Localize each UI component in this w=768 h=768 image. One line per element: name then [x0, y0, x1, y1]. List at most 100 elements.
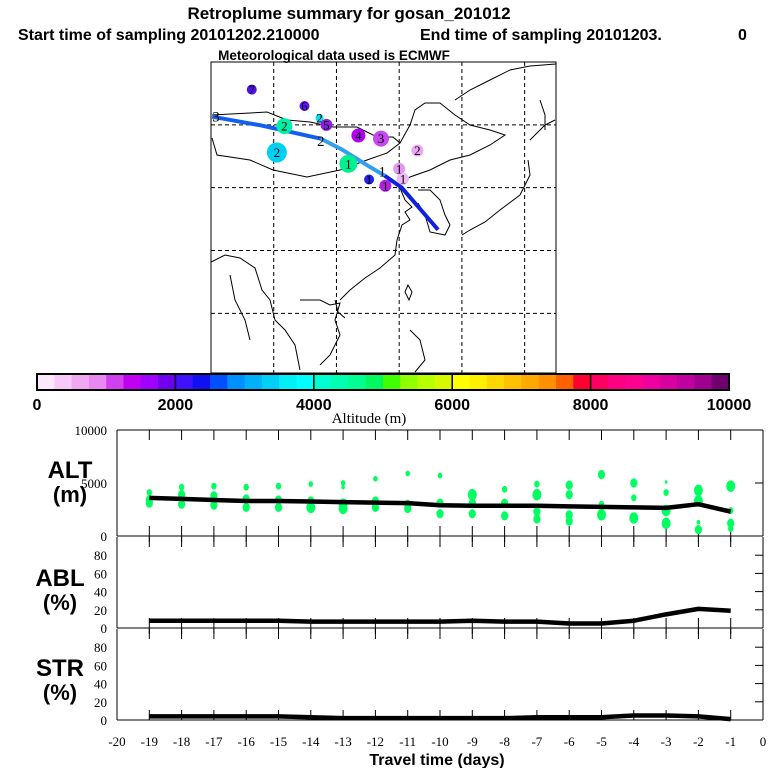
- start-time-text: Start time of sampling 20101202.210000: [18, 27, 320, 44]
- colorbar-swatch: [642, 374, 661, 390]
- altitude-cluster-dot: [146, 489, 152, 496]
- y-tick-label: 20: [94, 603, 107, 618]
- altitude-cluster-dot: [404, 503, 412, 514]
- cluster-marker: [396, 172, 409, 185]
- altitude-cluster-dot: [533, 507, 541, 517]
- colorbar-swatch: [313, 374, 332, 390]
- cluster-marker: [315, 113, 324, 122]
- cluster-marker: [393, 162, 406, 175]
- altitude-cluster-dot: [597, 509, 606, 521]
- altitude-cluster-dot: [340, 480, 346, 486]
- cluster-label: 3: [378, 131, 385, 146]
- x-tick-label: -6: [564, 734, 575, 749]
- x-axis-label: Travel time (days): [369, 752, 504, 768]
- trajectory-day-label: 3: [212, 110, 220, 126]
- altitude-cluster-dot: [597, 469, 606, 480]
- colorbar-tick-label: 4000: [296, 397, 332, 414]
- colorbar-swatch: [556, 374, 574, 390]
- altitude-cluster-dot: [501, 511, 509, 521]
- colorbar-swatch: [71, 374, 90, 390]
- cluster-marker: [411, 144, 424, 157]
- str-panel-unit: (%): [43, 680, 77, 705]
- cluster-label: 6: [301, 98, 308, 113]
- colorbar-swatch: [383, 374, 401, 390]
- cluster-label: 2: [274, 145, 281, 160]
- map-frame: [210, 61, 557, 374]
- x-tick-label: -14: [302, 734, 320, 749]
- colorbar-swatch: [210, 374, 228, 390]
- colorbar-swatch: [452, 374, 470, 390]
- y-tick-label: 40: [94, 677, 107, 692]
- colorbar-swatch: [417, 374, 436, 390]
- x-tick-label: -16: [238, 734, 256, 749]
- altitude-cluster-dot: [629, 512, 639, 524]
- colorbar-swatch: [365, 374, 384, 390]
- colorbar-swatch: [331, 374, 349, 390]
- altitude-cluster-dot: [145, 498, 153, 508]
- altitude-cluster-dot: [468, 509, 476, 519]
- cluster-marker: [276, 118, 293, 135]
- trajectory-day-label: 1: [378, 164, 386, 180]
- x-tick-label: -7: [531, 734, 542, 749]
- colorbar-swatch: [158, 374, 176, 390]
- colorbar-swatch: [694, 374, 713, 390]
- colorbar-swatch: [504, 374, 522, 390]
- altitude-cluster-dot: [306, 501, 316, 514]
- altitude-cluster-dot: [534, 480, 540, 488]
- y-tick-label: 80: [94, 640, 107, 655]
- colorbar-swatch: [140, 374, 159, 390]
- cluster-marker: [379, 179, 392, 192]
- altitude-cluster-dot: [631, 494, 637, 502]
- cluster-label: 4: [355, 128, 362, 143]
- colorbar-swatch: [400, 374, 419, 390]
- cluster-label: 5: [323, 117, 330, 132]
- altitude-cluster-dot: [178, 483, 185, 491]
- y-tick-label: 80: [94, 548, 107, 563]
- colorbar-swatch: [573, 374, 592, 390]
- altitude-cluster-dot: [693, 484, 703, 497]
- altitude-cluster-dot: [694, 525, 703, 535]
- y-tick-label: 0: [101, 621, 108, 636]
- altitude-cluster-dot: [243, 483, 249, 491]
- y-tick-label: 5000: [81, 476, 107, 491]
- y-tick-label: 60: [94, 566, 107, 581]
- cluster-marker: [299, 100, 310, 111]
- colorbar-tick-label: 8000: [573, 397, 609, 414]
- cluster-marker: [246, 84, 257, 95]
- trajectory-day-label: 2: [317, 134, 325, 150]
- altitude-cluster-dot: [727, 518, 735, 528]
- cluster-label: 1: [366, 172, 373, 187]
- altitude-cluster-dot: [436, 509, 444, 519]
- cluster-label: 2: [316, 110, 323, 125]
- alt-panel-unit: (m): [53, 482, 87, 507]
- trajectory-map: 321 762 524 32 21 111 1: [211, 62, 556, 373]
- altitude-cluster-dot: [405, 470, 410, 477]
- abl-panel-unit: (%): [43, 590, 77, 615]
- x-tick-label: -19: [141, 734, 158, 749]
- x-tick-label: -17: [205, 734, 223, 749]
- x-tick-label: 0: [760, 734, 767, 749]
- colorbar-swatch: [106, 374, 124, 390]
- colorbar-swatch: [677, 374, 695, 390]
- mean-alt-line: [149, 495, 732, 514]
- cluster-marker: [351, 128, 366, 143]
- altitude-cluster-dot: [210, 500, 218, 510]
- plume-clusters: 762 524 32 21 111 1: [246, 82, 424, 193]
- altitude-cluster-dot: [728, 525, 734, 533]
- altitude-cluster-dot: [501, 485, 508, 493]
- y-tick-label: 0: [101, 529, 108, 544]
- x-tick-label: -18: [173, 734, 190, 749]
- met-data-text: Meteorological data used is ECMWF: [218, 48, 450, 63]
- colorbar-swatch: [227, 374, 246, 390]
- altitude-cluster-dot: [338, 502, 348, 515]
- altitude-cluster-dot: [532, 488, 542, 501]
- altitude-cluster-dot: [308, 481, 314, 487]
- altitude-cluster-dot: [211, 482, 217, 490]
- colorbar-swatch: [469, 374, 488, 390]
- colorbar-tick-label: 10000: [707, 397, 752, 414]
- altitude-cluster-dot: [274, 502, 283, 512]
- str-panel-label: STR: [36, 655, 84, 682]
- altitude-cluster-dot: [661, 517, 671, 530]
- altitude-cluster-dot: [533, 514, 541, 524]
- abl-panel: 0 20 40 60 80: [94, 537, 764, 636]
